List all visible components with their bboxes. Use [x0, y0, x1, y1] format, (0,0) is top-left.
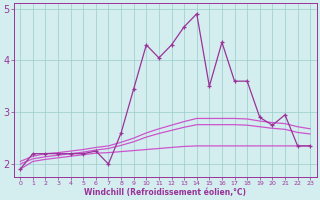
X-axis label: Windchill (Refroidissement éolien,°C): Windchill (Refroidissement éolien,°C)	[84, 188, 246, 197]
